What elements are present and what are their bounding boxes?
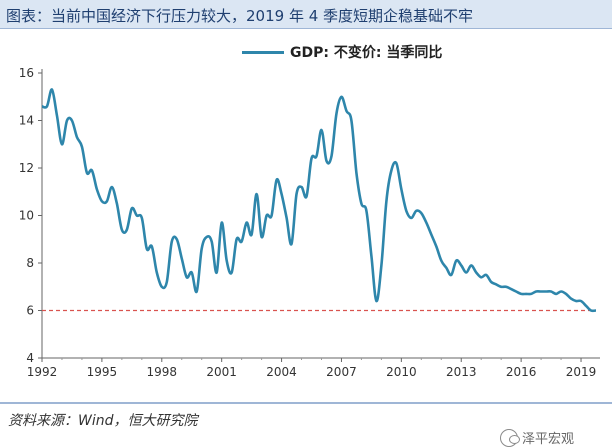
y-tick-label: 14: [19, 114, 34, 128]
x-tick-label: 2010: [386, 365, 417, 379]
y-tick-label: 12: [19, 161, 34, 175]
source-note: 资料来源：Wind，恒大研究院: [8, 410, 198, 430]
wechat-icon: [500, 429, 518, 447]
x-tick-label: 1995: [87, 365, 118, 379]
axes: [38, 69, 600, 362]
x-tick-labels: 1992 1995 1998 2001 2004 2007 2010 2013 2016 2019: [27, 365, 597, 379]
x-tick-label: 2019: [566, 365, 597, 379]
line-chart: 4 6 8 10 12 14 16 1992 1995 1998 2001 2004 2007 2010…: [0, 0, 612, 402]
y-tick-label: 10: [19, 209, 34, 223]
x-tick-label: 2001: [206, 365, 237, 379]
x-tick-label: 1992: [27, 365, 58, 379]
y-tick-labels: 4 6 8 10 12 14 16: [19, 66, 34, 365]
series-group: [42, 89, 596, 310]
footer: 资料来源：Wind，恒大研究院 泽平宏观: [0, 402, 612, 448]
x-tick-label: 2004: [266, 365, 297, 379]
y-tick-label: 16: [19, 66, 34, 80]
x-tick-label: 1998: [147, 365, 178, 379]
y-tick-label: 8: [26, 256, 34, 270]
y-tick-label: 4: [26, 351, 34, 365]
series-line-gdp: [42, 89, 596, 310]
y-tick-label: 6: [26, 304, 34, 318]
x-tick-label: 2007: [326, 365, 357, 379]
x-tick-label: 2013: [446, 365, 477, 379]
watermark-text: 泽平宏观: [522, 428, 574, 447]
x-tick-label: 2016: [506, 365, 537, 379]
watermark: 泽平宏观: [500, 428, 574, 447]
